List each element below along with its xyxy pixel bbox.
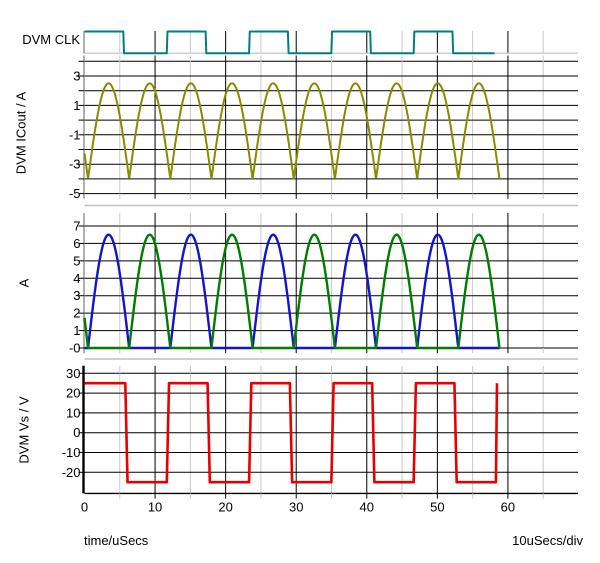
il-trace (83, 233, 501, 350)
y-tick-label: -0 (69, 341, 81, 356)
x-tick-label: 20 (218, 500, 232, 515)
x-tick-label: 60 (501, 500, 515, 515)
y-tick-label: 0 (73, 425, 80, 440)
y-tick-label: -10 (62, 445, 81, 460)
y-tick-label: 10 (66, 405, 80, 420)
x-tick-label: 40 (360, 500, 374, 515)
icout-trace (83, 82, 501, 180)
vs-axis-label: DVM Vs / V (16, 396, 32, 464)
x-axis-title: time/uSecs (84, 533, 149, 548)
y-tick-label: 3 (73, 288, 80, 303)
y-tick-label: 6 (73, 236, 80, 251)
x-tick-label: 10 (148, 500, 162, 515)
il-trace (83, 233, 501, 350)
x-tick-label: 0 (81, 500, 88, 515)
y-tick-label: 30 (66, 366, 80, 381)
x-axis-scale-label: 10uSecs/div (512, 533, 583, 548)
y-tick-label: -20 (62, 465, 81, 480)
trace-layer (83, 30, 501, 484)
x-tick-label: 50 (430, 500, 444, 515)
y-tick-label: 1 (73, 98, 80, 113)
y-tick-label: -5 (69, 186, 81, 201)
clk-axis-label: DVM CLK (22, 32, 80, 47)
y-tick-label: 1 (73, 323, 80, 338)
text-layer: 3 1 -1 -3 -5 7 6 5 4 3 2 1 -0 30 20 10 0 -10 -20 0 10 20 30 40 5… (62, 69, 515, 515)
x-tick-label: 30 (289, 500, 303, 515)
y-tick-label: 2 (73, 306, 80, 321)
il-axis-label: A (16, 278, 32, 288)
grid-layer (78, 31, 578, 499)
y-tick-label: 20 (66, 386, 80, 401)
clk-trace (84, 30, 495, 55)
y-tick-label: 7 (73, 218, 80, 233)
icout-axis-label: DVM ICout / A (13, 91, 29, 175)
y-tick-label: 3 (73, 69, 80, 84)
vs-trace (84, 381, 499, 484)
y-tick-label: 4 (73, 271, 80, 286)
y-tick-label: 5 (73, 253, 80, 268)
vs-grid (78, 365, 578, 499)
y-tick-label: -1 (69, 127, 81, 142)
y-tick-label: -3 (69, 157, 81, 172)
